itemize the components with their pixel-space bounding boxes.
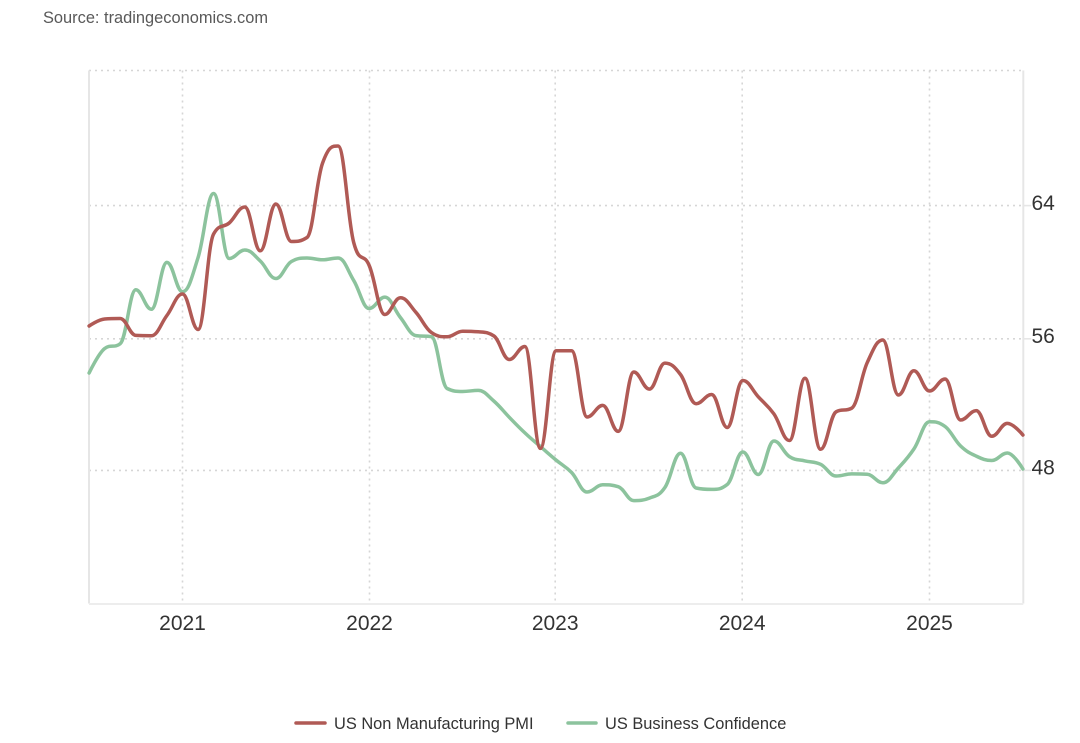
svg-text:2022: 2022 [346,612,393,635]
svg-text:2024: 2024 [719,612,766,635]
svg-text:2021: 2021 [159,612,206,635]
svg-text:Source: tradingeconomics.com: Source: tradingeconomics.com [43,9,268,27]
svg-text:US Business Confidence: US Business Confidence [605,715,786,733]
svg-text:2023: 2023 [532,612,579,635]
svg-text:48: 48 [1032,457,1055,480]
svg-text:56: 56 [1032,325,1055,348]
svg-text:US Non Manufacturing PMI: US Non Manufacturing PMI [334,715,534,733]
svg-text:2025: 2025 [906,612,953,635]
svg-text:64: 64 [1032,192,1056,215]
